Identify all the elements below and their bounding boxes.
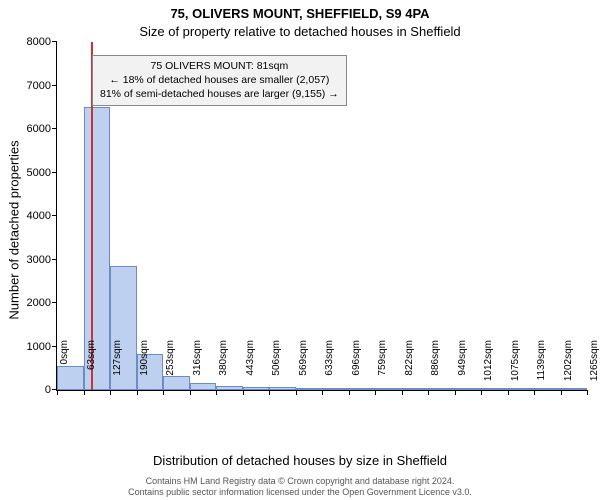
x-tick-label: 949sqm [457,340,468,396]
x-tick-label: 0sqm [59,340,70,396]
y-tick-label: 0 [11,384,57,396]
x-tick-mark [587,390,588,395]
x-tick-label: 1139sqm [536,340,547,396]
x-tick-label: 1075sqm [510,340,521,396]
x-tick-mark [508,390,509,395]
x-tick-label: 380sqm [218,340,229,396]
x-tick-label: 1202sqm [563,340,574,396]
x-tick-mark [137,390,138,395]
plot-area: 75 OLIVERS MOUNT: 81sqm ← 18% of detache… [56,42,587,391]
x-tick-mark [481,390,482,395]
y-tick-mark [52,128,57,129]
x-tick-label: 822sqm [404,340,415,396]
y-tick-label: 3000 [11,254,57,266]
x-tick-label: 633sqm [324,340,335,396]
x-tick-mark [110,390,111,395]
x-tick-mark [561,390,562,395]
x-tick-mark [322,390,323,395]
y-tick-label: 1000 [11,341,57,353]
y-tick-label: 2000 [11,297,57,309]
annotation-line3: 81% of semi-detached houses are larger (… [100,87,339,101]
x-tick-label: 569sqm [298,340,309,396]
x-tick-label: 316sqm [192,340,203,396]
y-tick-label: 7000 [11,80,57,92]
y-tick-label: 5000 [11,167,57,179]
x-tick-label: 127sqm [112,340,123,396]
x-tick-label: 886sqm [430,340,441,396]
footer-text: Contains HM Land Registry data © Crown c… [0,476,600,499]
y-tick-mark [52,346,57,347]
x-tick-mark [269,390,270,395]
x-tick-label: 1012sqm [483,340,494,396]
x-tick-mark [57,390,58,395]
footer-line2: Contains public sector information licen… [0,487,600,498]
x-axis-label: Distribution of detached houses by size … [0,453,600,468]
x-tick-mark [163,390,164,395]
y-tick-mark [52,41,57,42]
x-tick-mark [216,390,217,395]
y-tick-mark [52,172,57,173]
x-tick-label: 759sqm [377,340,388,396]
x-tick-mark [455,390,456,395]
x-tick-label: 696sqm [351,340,362,396]
chart-subtitle: Size of property relative to detached ho… [0,24,600,39]
x-tick-label: 63sqm [86,340,97,396]
chart-title: 75, OLIVERS MOUNT, SHEFFIELD, S9 4PA [0,6,600,21]
annotation-line1: 75 OLIVERS MOUNT: 81sqm [100,59,339,73]
x-tick-mark [349,390,350,395]
x-tick-mark [243,390,244,395]
annotation-box: 75 OLIVERS MOUNT: 81sqm ← 18% of detache… [92,55,347,106]
x-tick-mark [534,390,535,395]
x-tick-label: 1265sqm [589,340,600,396]
x-tick-mark [428,390,429,395]
x-tick-mark [402,390,403,395]
y-tick-mark [52,85,57,86]
x-tick-mark [84,390,85,395]
y-tick-mark [52,302,57,303]
y-tick-label: 6000 [11,123,57,135]
footer-line1: Contains HM Land Registry data © Crown c… [0,476,600,487]
x-tick-mark [296,390,297,395]
y-tick-mark [52,215,57,216]
x-tick-mark [375,390,376,395]
x-tick-label: 506sqm [271,340,282,396]
x-tick-label: 190sqm [139,340,150,396]
annotation-line2: ← 18% of detached houses are smaller (2,… [100,73,339,87]
x-tick-label: 253sqm [165,340,176,396]
y-tick-label: 8000 [11,36,57,48]
x-tick-label: 443sqm [245,340,256,396]
y-tick-label: 4000 [11,210,57,222]
x-tick-mark [190,390,191,395]
y-tick-mark [52,259,57,260]
